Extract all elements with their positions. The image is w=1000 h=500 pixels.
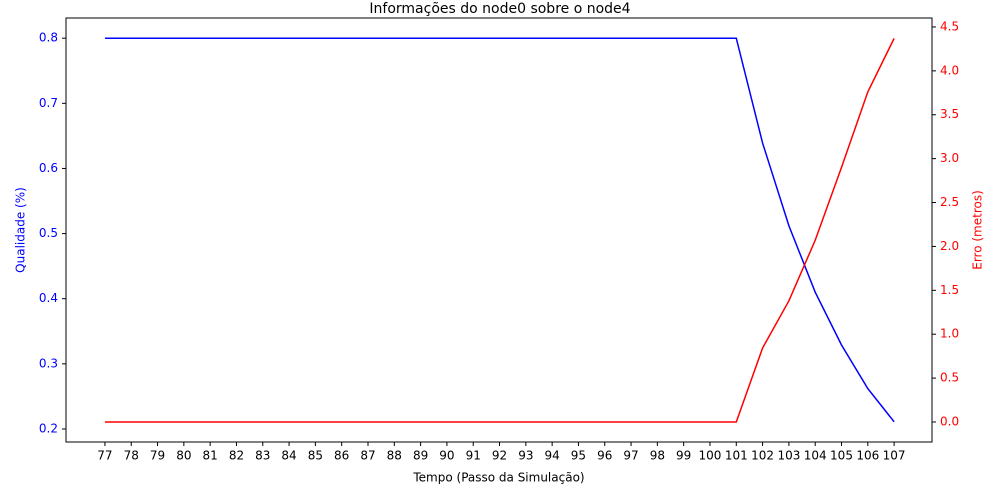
y2-tick-label: 3.0 [940, 151, 959, 165]
x-tick-label: 91 [466, 449, 481, 463]
x-tick-label: 96 [597, 449, 612, 463]
y-tick-label: 0.2 [39, 421, 58, 435]
x-tick-label: 85 [308, 449, 323, 463]
x-tick-label: 82 [229, 449, 244, 463]
y2-tick-label: 0.0 [940, 414, 959, 428]
x-tick-label: 98 [650, 449, 665, 463]
x-tick-label: 100 [699, 449, 722, 463]
y2-tick-label: 0.5 [940, 371, 959, 385]
data-line [104, 37, 895, 423]
y2-tick-label: 1.0 [940, 327, 959, 341]
y-tick-label: 0.8 [39, 31, 58, 45]
x-tick-label: 103 [777, 449, 800, 463]
y2-axis-label: Erro (metros) [971, 190, 985, 270]
y-axis-label: Qualidade (%) [14, 187, 28, 273]
x-tick-label: 101 [725, 449, 748, 463]
chart-title: Informações do node0 sobre o node4 [369, 1, 630, 17]
x-tick-label: 79 [150, 449, 165, 463]
y2-tick-label: 4.5 [940, 19, 959, 33]
x-tick-label: 99 [676, 449, 691, 463]
x-tick-label: 83 [255, 449, 270, 463]
x-tick-label: 88 [387, 449, 402, 463]
x-tick-label: 104 [804, 449, 827, 463]
x-tick-label: 89 [413, 449, 428, 463]
y2-tick-label: 1.5 [940, 283, 959, 297]
x-tick-label: 80 [176, 449, 191, 463]
y-tick-label: 0.7 [39, 96, 58, 110]
x-tick-label: 81 [203, 449, 218, 463]
x-tick-label: 93 [518, 449, 533, 463]
y2-tick-label: 3.5 [940, 107, 959, 121]
y2-tick-label: 2.0 [940, 239, 959, 253]
x-tick-label: 94 [544, 449, 559, 463]
x-tick-label: 97 [623, 449, 638, 463]
x-tick-label: 78 [124, 449, 139, 463]
x-tick-label: 105 [830, 449, 853, 463]
x-tick-label: 86 [334, 449, 349, 463]
plot-frame [65, 17, 933, 443]
x-tick-label: 90 [439, 449, 454, 463]
x-tick-label: 84 [281, 449, 296, 463]
x-tick-label: 92 [492, 449, 507, 463]
x-tick-label: 77 [97, 449, 112, 463]
y-tick-label: 0.4 [39, 291, 58, 305]
data-line [104, 38, 895, 423]
x-tick-label: 107 [883, 449, 906, 463]
x-axis-label: Tempo (Passo da Simulação) [412, 471, 584, 485]
x-tick-label: 95 [571, 449, 586, 463]
x-tick-label: 106 [856, 449, 879, 463]
x-tick-label: 87 [360, 449, 375, 463]
y-tick-label: 0.5 [39, 226, 58, 240]
x-tick-label: 102 [751, 449, 774, 463]
y-tick-label: 0.6 [39, 161, 58, 175]
y-tick-label: 0.3 [39, 356, 58, 370]
y2-tick-label: 2.5 [940, 195, 959, 209]
y2-tick-label: 4.0 [940, 63, 959, 77]
